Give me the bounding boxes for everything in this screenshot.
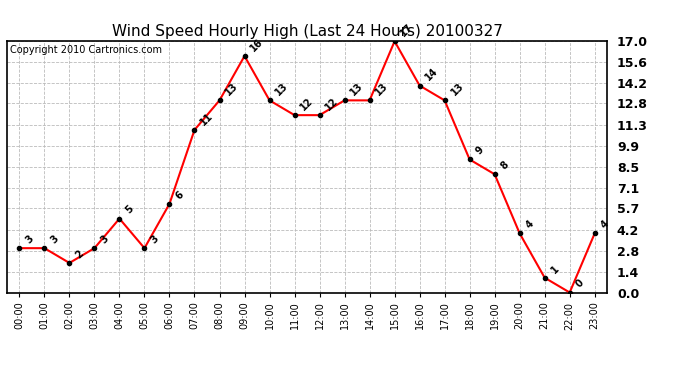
Text: 13: 13 (448, 81, 465, 98)
Text: 6: 6 (174, 189, 186, 201)
Text: 14: 14 (424, 66, 440, 83)
Text: 16: 16 (248, 37, 265, 53)
Text: 13: 13 (348, 81, 365, 98)
Text: Copyright 2010 Cartronics.com: Copyright 2010 Cartronics.com (10, 45, 162, 55)
Text: 13: 13 (224, 81, 240, 98)
Title: Wind Speed Hourly High (Last 24 Hours) 20100327: Wind Speed Hourly High (Last 24 Hours) 2… (112, 24, 502, 39)
Text: 13: 13 (374, 81, 391, 98)
Text: 9: 9 (474, 145, 486, 157)
Text: 3: 3 (23, 234, 35, 245)
Text: 12: 12 (324, 96, 340, 112)
Text: 13: 13 (274, 81, 290, 98)
Text: 3: 3 (148, 234, 161, 245)
Text: 4: 4 (524, 219, 535, 231)
Text: 2: 2 (74, 248, 86, 260)
Text: 17: 17 (399, 22, 415, 39)
Text: 12: 12 (299, 96, 315, 112)
Text: 0: 0 (574, 278, 586, 290)
Text: 5: 5 (124, 204, 135, 216)
Text: 8: 8 (499, 159, 511, 171)
Text: 1: 1 (549, 263, 561, 275)
Text: 11: 11 (199, 111, 215, 127)
Text: 4: 4 (599, 219, 611, 231)
Text: 3: 3 (99, 234, 110, 245)
Text: 3: 3 (48, 234, 61, 245)
